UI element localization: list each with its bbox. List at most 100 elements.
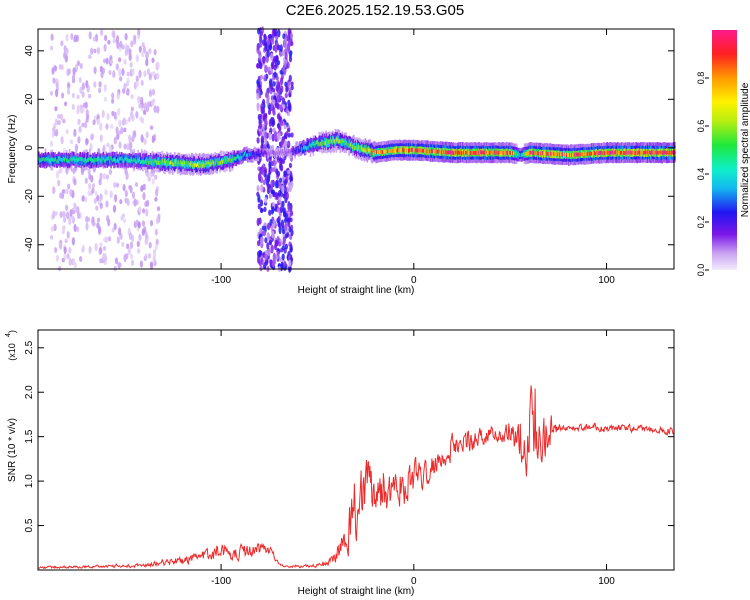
ridge-cell <box>224 157 226 162</box>
ridge-cell <box>240 154 242 159</box>
noise-cell <box>279 104 283 111</box>
noise-cell <box>282 97 286 105</box>
ridge-cell <box>674 150 676 155</box>
ridge-cell <box>406 147 408 152</box>
noise-cell <box>100 29 104 36</box>
ridge-cell <box>352 145 354 150</box>
ridge-cell <box>547 152 550 156</box>
noise-cell <box>94 191 98 196</box>
ridge-cell <box>329 138 331 143</box>
ridge-cell <box>110 156 112 161</box>
ridge-cell <box>216 158 218 163</box>
noise-cell <box>284 222 288 231</box>
ridge-cell <box>65 156 67 161</box>
noise-cell <box>92 36 96 42</box>
ridge-cell <box>613 151 615 155</box>
noise-cell <box>72 67 76 76</box>
ridge-cell <box>229 154 232 163</box>
noise-cell <box>257 255 261 264</box>
ridge-cell <box>515 151 517 156</box>
noise-cell <box>280 76 284 86</box>
y-tick-label: 0.5 <box>24 518 35 532</box>
ridge-cell <box>132 159 134 164</box>
noise-cell <box>260 165 265 173</box>
noise-cell <box>268 161 272 169</box>
ridge-cell <box>544 151 547 156</box>
noise-cell <box>77 118 81 126</box>
ridge-cell <box>625 150 628 155</box>
ridge-cell <box>383 149 385 154</box>
ridge-cell <box>140 160 142 165</box>
noise-cell <box>121 241 125 248</box>
noise-cell <box>112 70 116 79</box>
ridge-cell <box>412 148 415 153</box>
noise-cell <box>76 60 80 67</box>
noise-cell <box>62 210 66 217</box>
noise-cell <box>271 61 275 70</box>
noise-cell <box>261 123 265 131</box>
ridge-cell <box>86 159 88 163</box>
ridge-cell <box>524 152 527 157</box>
noise-cell <box>99 193 103 200</box>
noise-cell <box>59 241 63 250</box>
ridge-cell <box>40 157 43 162</box>
ridge-cell <box>456 150 458 155</box>
ridge-cell <box>312 141 315 146</box>
ridge-cell <box>419 148 422 153</box>
ridge-cell <box>263 150 266 155</box>
ridge-cell <box>460 150 462 155</box>
noise-cell <box>260 135 264 143</box>
ridge-cell <box>262 152 265 157</box>
ridge-cell <box>349 139 351 148</box>
ridge-cell <box>386 149 389 153</box>
ridge-cell <box>138 158 140 163</box>
ridge-cell <box>362 148 365 153</box>
ridge-cell <box>471 150 474 155</box>
ridge-cell <box>328 139 330 144</box>
ridge-cell <box>346 141 348 146</box>
ridge-cell <box>557 152 559 157</box>
ridge-cell <box>191 162 193 167</box>
ridge-cell <box>520 153 523 157</box>
ridge-cell <box>194 163 196 167</box>
ridge-cell <box>200 162 203 170</box>
ridge-cell <box>358 147 361 151</box>
ridge-cell <box>377 150 379 155</box>
ridge-cell <box>555 152 558 157</box>
colorbar-gradient <box>712 30 737 270</box>
ridge-cell <box>408 148 410 153</box>
ridge-cell <box>434 149 436 154</box>
colorbar-tick-label: 0.6 <box>696 120 706 133</box>
noise-cell <box>115 63 119 71</box>
ridge-cell <box>371 151 373 156</box>
ridge-cell <box>272 150 274 154</box>
ridge-cell <box>459 151 461 155</box>
noise-cell <box>116 91 120 100</box>
noise-cell <box>122 218 127 224</box>
ridge-cell <box>392 149 395 153</box>
ridge-cell <box>126 157 129 162</box>
ridge-cell <box>436 149 438 154</box>
ridge-cell <box>68 159 71 164</box>
ridge-cell <box>516 152 518 157</box>
ridge-cell <box>136 160 138 165</box>
noise-cell <box>289 50 293 56</box>
ridge-cell <box>622 150 624 155</box>
ridge-cell <box>388 149 391 154</box>
noise-cell <box>69 209 73 217</box>
y-tick-label: 20 <box>24 93 35 105</box>
noise-cell <box>258 249 262 258</box>
noise-cell <box>123 82 127 91</box>
ridge-cell <box>639 150 641 155</box>
ridge-cell <box>326 139 328 148</box>
ridge-cell <box>391 148 394 153</box>
ridge-cell <box>88 157 90 162</box>
ridge-cell <box>51 157 54 162</box>
spectrogram-axes: -100 0 100 -40 -20 0 20 40 <box>24 29 674 286</box>
noise-cell <box>283 60 287 68</box>
noise-cell <box>283 261 287 267</box>
ridge-cell <box>522 152 525 156</box>
ridge-cell <box>509 150 511 155</box>
noise-cell <box>279 50 283 57</box>
ridge-cell <box>296 147 298 152</box>
